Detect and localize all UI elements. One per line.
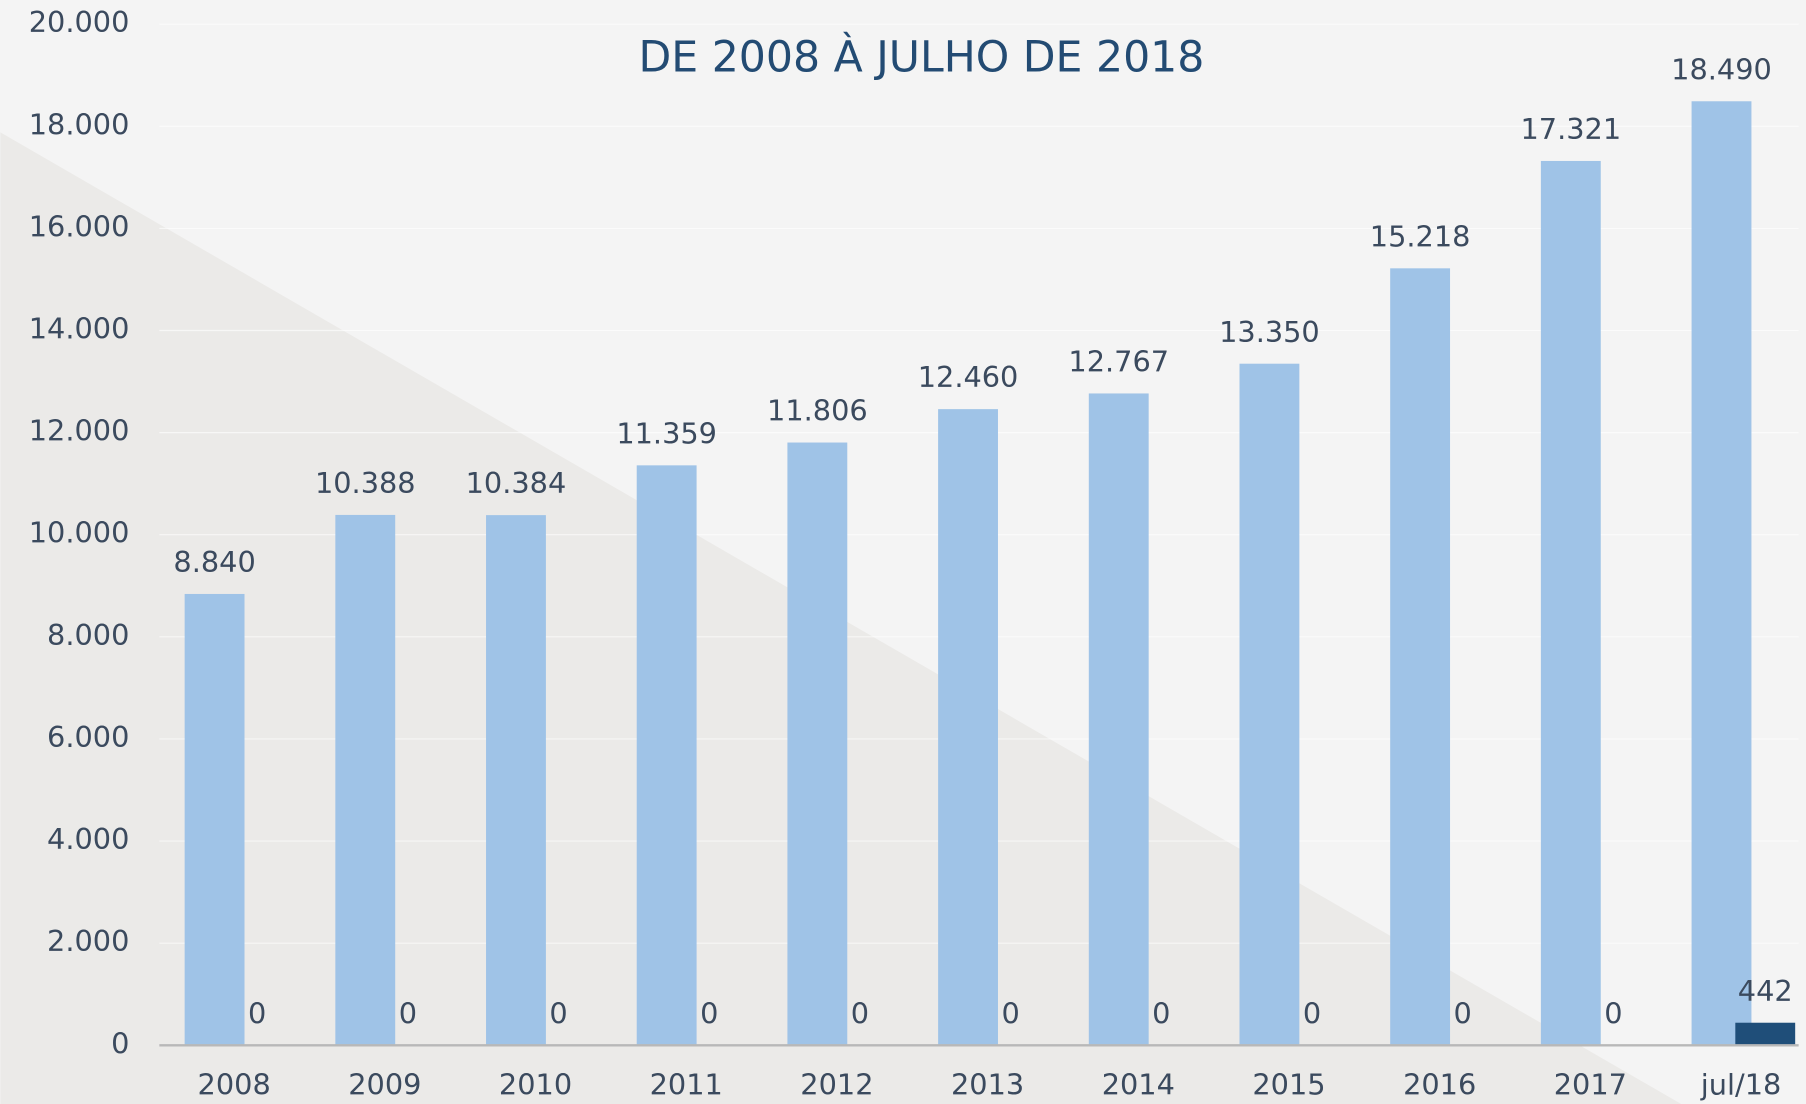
value-label: 0 [1001,996,1019,1030]
bar [1691,101,1752,1046]
value-label: 17.321 [1520,112,1621,146]
value-label: 10.384 [466,466,567,500]
bar [335,514,396,1046]
bar [938,409,998,1046]
value-label: 0 [700,996,718,1030]
x-tick-label: jul/18 [1700,1068,1782,1102]
value-label: 0 [1454,996,1472,1030]
value-label: 8.840 [173,545,255,579]
bar [486,515,546,1046]
y-tick-label: 16.000 [29,209,130,243]
chart-title: DE 2008 À JULHO DE 2018 [638,31,1204,82]
bar [636,465,697,1046]
x-tick-label: 2011 [650,1068,723,1102]
y-tick-label: 12.000 [29,414,130,448]
bar [1088,393,1149,1046]
bar [787,442,848,1046]
value-label: 18.490 [1671,52,1772,86]
y-tick-label: 18.000 [29,107,130,141]
y-tick-label: 4.000 [47,822,129,856]
y-tick-label: 2.000 [47,924,129,958]
y-tick-label: 6.000 [47,720,129,754]
y-tick-label: 10.000 [29,516,130,550]
value-label: 12.767 [1068,345,1169,379]
value-label: 0 [248,996,266,1030]
x-tick-label: 2017 [1554,1068,1627,1102]
bar [184,593,245,1046]
value-label: 0 [1604,996,1622,1030]
x-tick-label: 2010 [499,1068,572,1102]
value-label: 15.218 [1370,219,1471,253]
x-tick-label: 2012 [800,1068,873,1102]
x-tick-label: 2008 [198,1068,271,1102]
x-tick-label: 2013 [951,1068,1024,1102]
value-label: 0 [1303,996,1321,1030]
y-tick-label: 8.000 [47,618,129,652]
value-label: 0 [549,996,567,1030]
value-label: 13.350 [1219,315,1320,349]
value-label: 0 [851,996,869,1030]
y-tick-label: 0 [111,1026,129,1060]
value-label: 0 [399,996,417,1030]
value-label: 10.388 [315,466,416,500]
x-tick-label: 2009 [348,1068,421,1102]
bar [1735,1022,1796,1046]
y-tick-label: 20.000 [29,5,130,39]
bar [1390,268,1451,1046]
value-label: 12.460 [918,360,1019,394]
value-label: 11.359 [616,416,717,450]
value-label: 442 [1738,974,1793,1008]
x-tick-label: 2015 [1252,1068,1325,1102]
x-tick-label: 2014 [1102,1068,1175,1102]
y-tick-label: 14.000 [29,312,130,346]
value-label: 0 [1152,996,1170,1030]
x-tick-label: 2016 [1403,1068,1476,1102]
value-label: 11.806 [767,394,868,428]
bar [1239,363,1300,1046]
bar [1540,160,1601,1046]
